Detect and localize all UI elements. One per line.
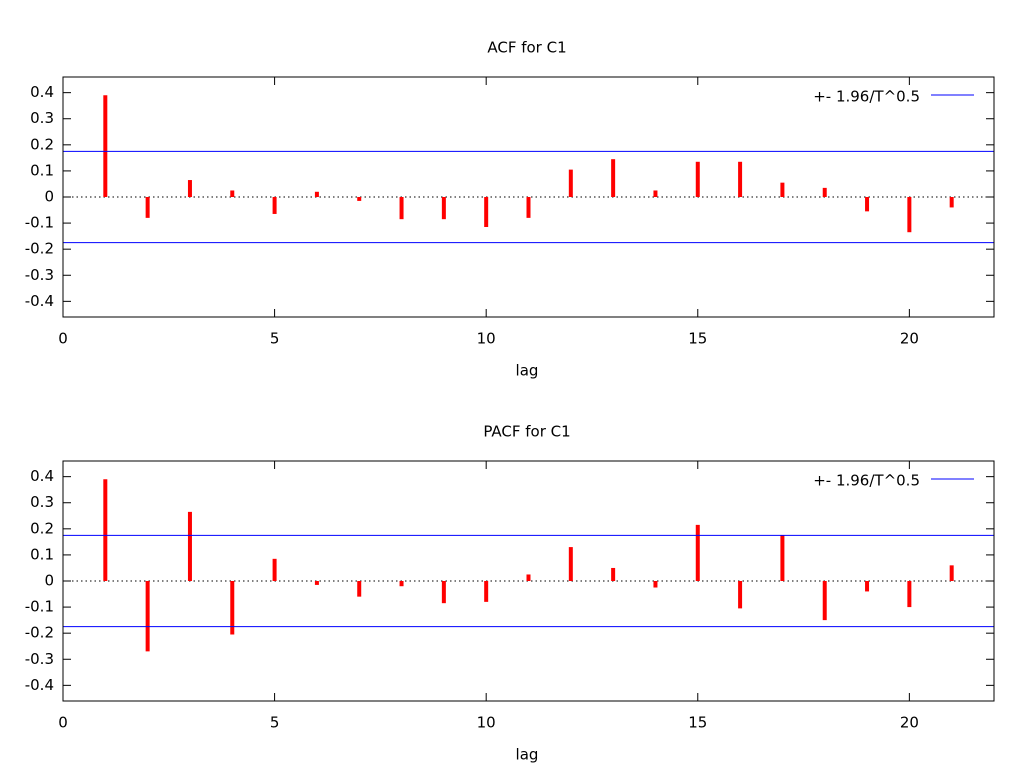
y-tick-label: 0.4 [30,467,54,485]
legend-label: +- 1.96/T^0.5 [813,472,920,490]
y-tick-label: -0.4 [25,292,54,310]
y-tick-label: -0.4 [25,676,54,694]
x-tick-label: 10 [477,714,496,732]
chart-title: PACF for C1 [483,423,570,441]
x-tick-label: 0 [58,714,68,732]
y-tick-label: 0 [44,572,54,590]
y-tick-label: 0.4 [30,83,54,101]
x-tick-label: 15 [688,714,707,732]
x-axis-label: lag [516,746,539,764]
y-tick-label: 0.3 [30,109,54,127]
y-tick-label: 0.3 [30,493,54,511]
y-tick-label: 0.2 [30,519,54,537]
x-tick-label: 20 [900,714,919,732]
x-tick-label: 5 [270,330,280,348]
x-tick-label: 0 [58,330,68,348]
x-tick-label: 20 [900,330,919,348]
chart-title: ACF for C1 [487,39,566,57]
x-axis-label: lag [516,362,539,380]
x-tick-label: 5 [270,714,280,732]
y-tick-label: -0.1 [25,214,54,232]
x-tick-label: 15 [688,330,707,348]
y-tick-label: -0.2 [25,624,54,642]
y-tick-label: 0.1 [30,161,54,179]
plot-frame [62,76,995,318]
y-tick-label: -0.3 [25,266,54,284]
y-tick-label: -0.3 [25,650,54,668]
x-tick-label: 10 [477,330,496,348]
y-tick-label: 0.1 [30,545,54,563]
y-tick-label: -0.2 [25,240,54,258]
plot-frame [62,460,995,702]
y-tick-label: -0.1 [25,598,54,616]
y-tick-label: 0 [44,188,54,206]
legend-label: +- 1.96/T^0.5 [813,88,920,106]
y-tick-label: 0.2 [30,135,54,153]
